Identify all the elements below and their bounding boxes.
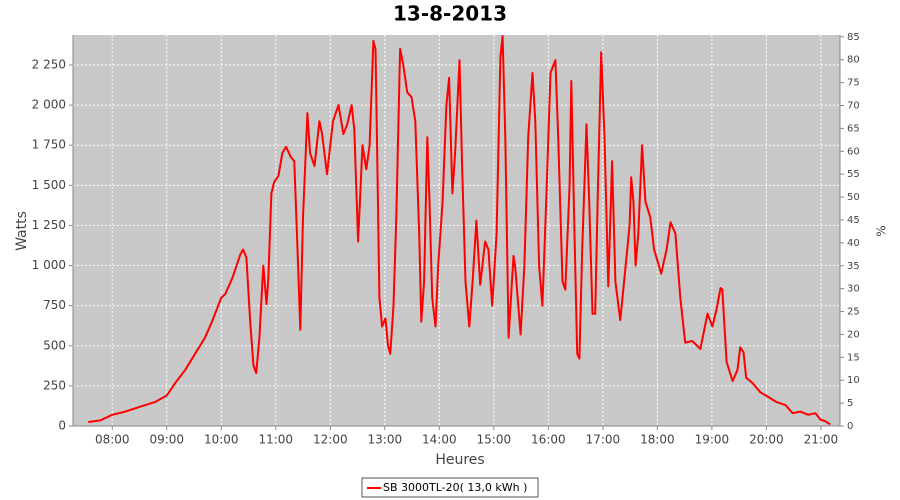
x-axis-label: Heures	[435, 452, 484, 468]
x-tick-label: 12:00	[313, 433, 348, 447]
y2-tick-label: 5	[847, 398, 853, 409]
y2-tick-label: 45	[847, 215, 860, 226]
y2-axis-label: %	[875, 225, 889, 236]
y2-tick-label: 75	[847, 78, 860, 89]
x-tick-label: 18:00	[640, 433, 675, 447]
y2-tick-label: 10	[847, 375, 860, 386]
x-tick-label: 08:00	[95, 433, 130, 447]
y-tick-label: 750	[43, 298, 66, 312]
chart-title: 13-8-2013	[393, 2, 507, 26]
y-tick-label: 250	[43, 378, 66, 392]
x-tick-label: 11:00	[258, 433, 293, 447]
y2-tick-label: 55	[847, 169, 860, 180]
y2-tick-label: 25	[847, 307, 860, 318]
y2-tick-label: 65	[847, 123, 860, 134]
y-tick-label: 2 250	[32, 58, 66, 72]
legend-label: SB 3000TL-20( 13,0 kWh )	[383, 481, 527, 494]
y2-tick-label: 85	[847, 32, 860, 43]
x-tick-label: 15:00	[477, 433, 512, 447]
x-tick-label: 16:00	[531, 433, 566, 447]
y-tick-label: 1 250	[32, 218, 66, 232]
y-tick-label: 1 000	[32, 258, 66, 272]
plot-area	[73, 35, 840, 426]
y-tick-label: 0	[58, 419, 66, 433]
legend-box	[361, 477, 539, 498]
y-axis-label: Watts	[14, 211, 30, 251]
x-tick-label: 20:00	[749, 433, 784, 447]
series-line	[88, 35, 831, 426]
y2-tick-label: 40	[847, 238, 860, 249]
y2-tick-label: 35	[847, 261, 860, 272]
x-tick-label: 19:00	[695, 433, 730, 447]
y2-tick-label: 30	[847, 284, 860, 295]
x-tick-label: 21:00	[804, 433, 839, 447]
y-tick-label: 500	[43, 338, 66, 352]
y2-tick-label: 60	[847, 146, 860, 157]
y-tick-label: 1 500	[32, 178, 66, 192]
y2-tick-label: 80	[847, 55, 860, 66]
y2-tick-label: 15	[847, 352, 860, 363]
x-tick-label: 17:00	[586, 433, 621, 447]
y-tick-label: 2 000	[32, 98, 66, 112]
y2-tick-label: 20	[847, 329, 860, 340]
y2-tick-label: 70	[847, 101, 860, 112]
y2-tick-label: 0	[847, 421, 853, 432]
x-tick-label: 09:00	[149, 433, 184, 447]
x-tick-label: 14:00	[422, 433, 457, 447]
y2-tick-label: 50	[847, 192, 860, 203]
x-tick-label: 13:00	[368, 433, 403, 447]
x-tick-label: 10:00	[204, 433, 239, 447]
y-tick-label: 1 750	[32, 138, 66, 152]
